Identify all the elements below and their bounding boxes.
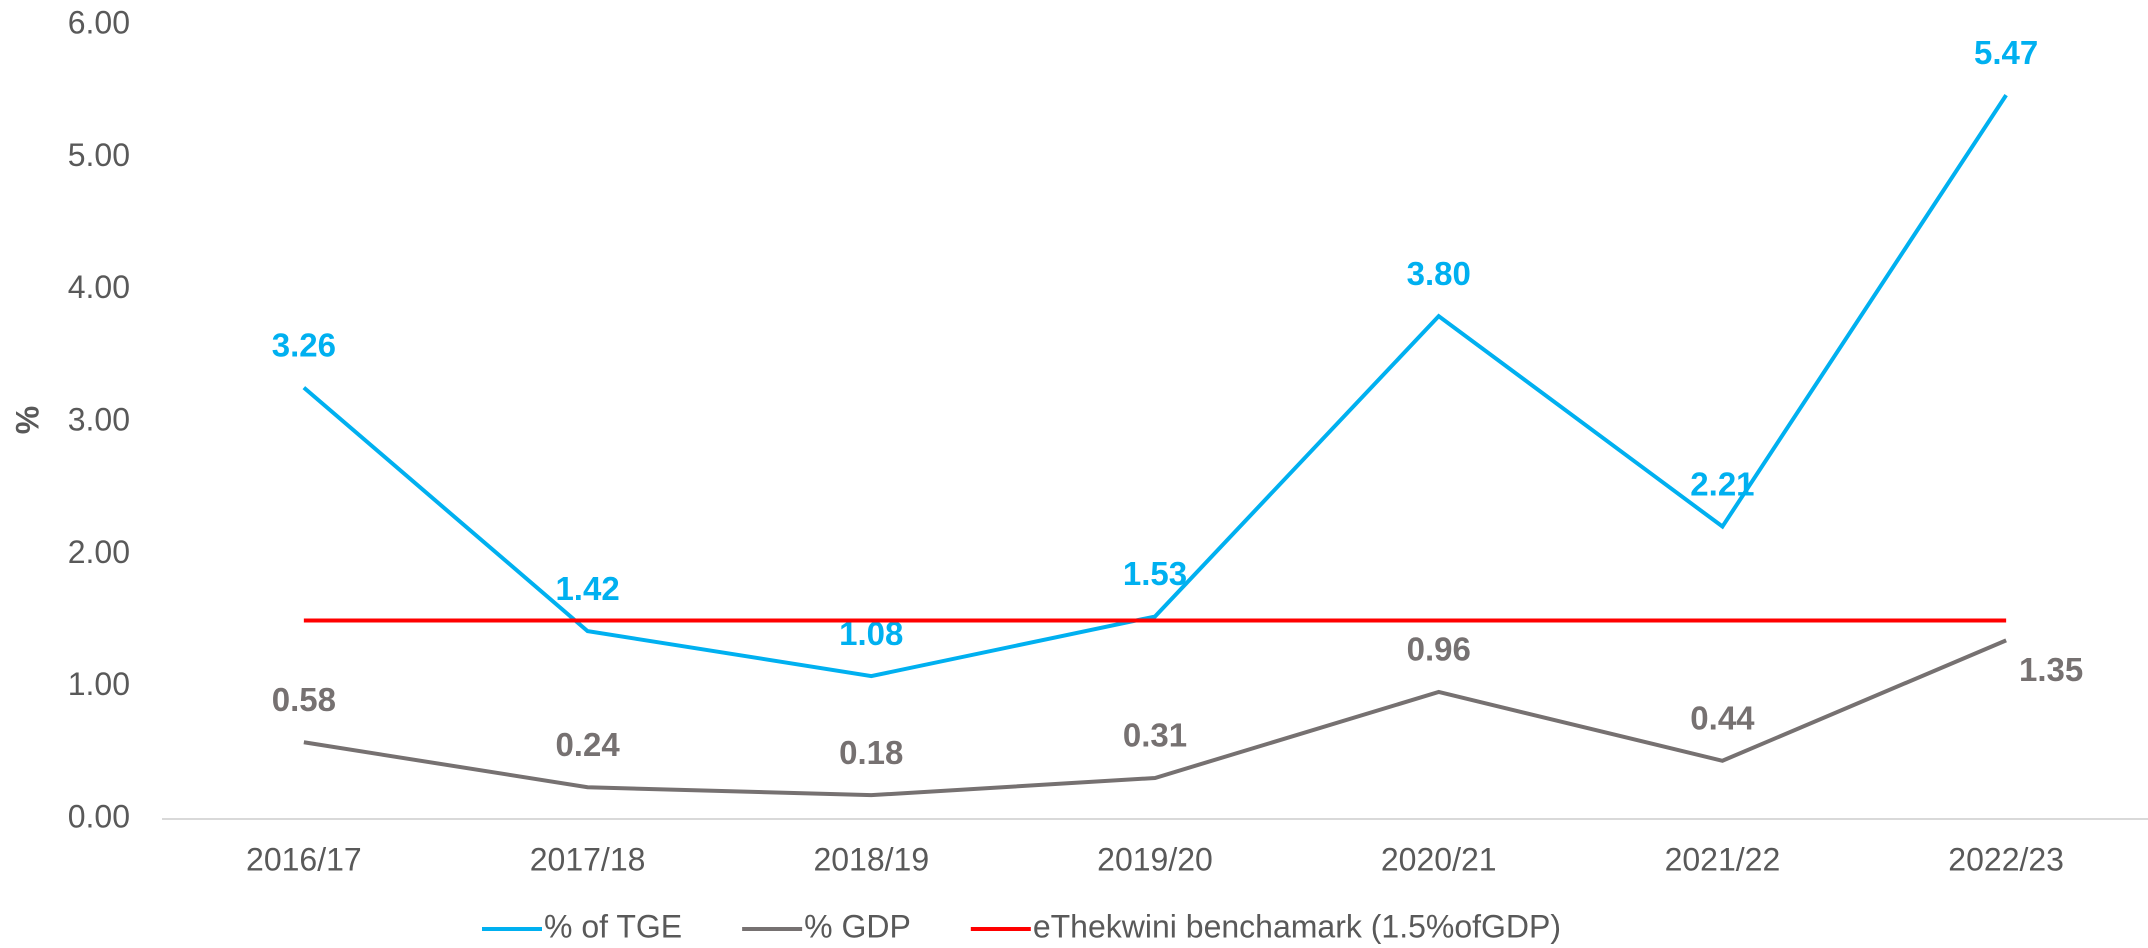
- data-label: 0.44: [1690, 699, 1755, 736]
- x-tick-label: 2022/23: [1948, 841, 2064, 877]
- legend-label: eThekwini benchamark (1.5%ofGDP): [1033, 908, 1561, 944]
- y-tick-label: 1.00: [68, 666, 130, 702]
- y-axis-label: %: [9, 406, 45, 434]
- x-tick-label: 2016/17: [246, 841, 362, 877]
- series-line: [303, 638, 2007, 798]
- legend-label: % of TGE: [544, 908, 682, 944]
- data-label: 0.24: [555, 726, 620, 763]
- data-label: 1.42: [555, 570, 619, 607]
- y-tick-label: 5.00: [68, 137, 130, 173]
- data-label: 0.31: [1123, 717, 1187, 754]
- data-label: 0.18: [839, 734, 903, 771]
- legend-label: % GDP: [804, 908, 911, 944]
- y-tick-label: 0.00: [68, 798, 130, 834]
- x-tick-label: 2017/18: [530, 841, 646, 877]
- data-label: 0.96: [1407, 631, 1471, 668]
- data-label: 1.35: [2019, 651, 2083, 688]
- x-tick-label: 2018/19: [813, 841, 929, 877]
- x-tick-label: 2019/20: [1097, 841, 1213, 877]
- data-label: 2.21: [1690, 465, 1754, 502]
- y-tick-label: 2.00: [68, 534, 130, 570]
- y-tick-label: 4.00: [68, 269, 130, 305]
- data-label: 0.58: [272, 681, 336, 718]
- data-label: 1.53: [1123, 555, 1187, 592]
- data-label: 3.26: [272, 326, 336, 363]
- data-label: 3.80: [1407, 255, 1471, 292]
- y-tick-label: 6.00: [68, 4, 130, 40]
- series-line: [302, 94, 2008, 679]
- y-tick-label: 3.00: [68, 401, 130, 437]
- x-tick-label: 2020/21: [1381, 841, 1497, 877]
- data-label: 5.47: [1974, 34, 2038, 71]
- x-tick-label: 2021/22: [1665, 841, 1781, 877]
